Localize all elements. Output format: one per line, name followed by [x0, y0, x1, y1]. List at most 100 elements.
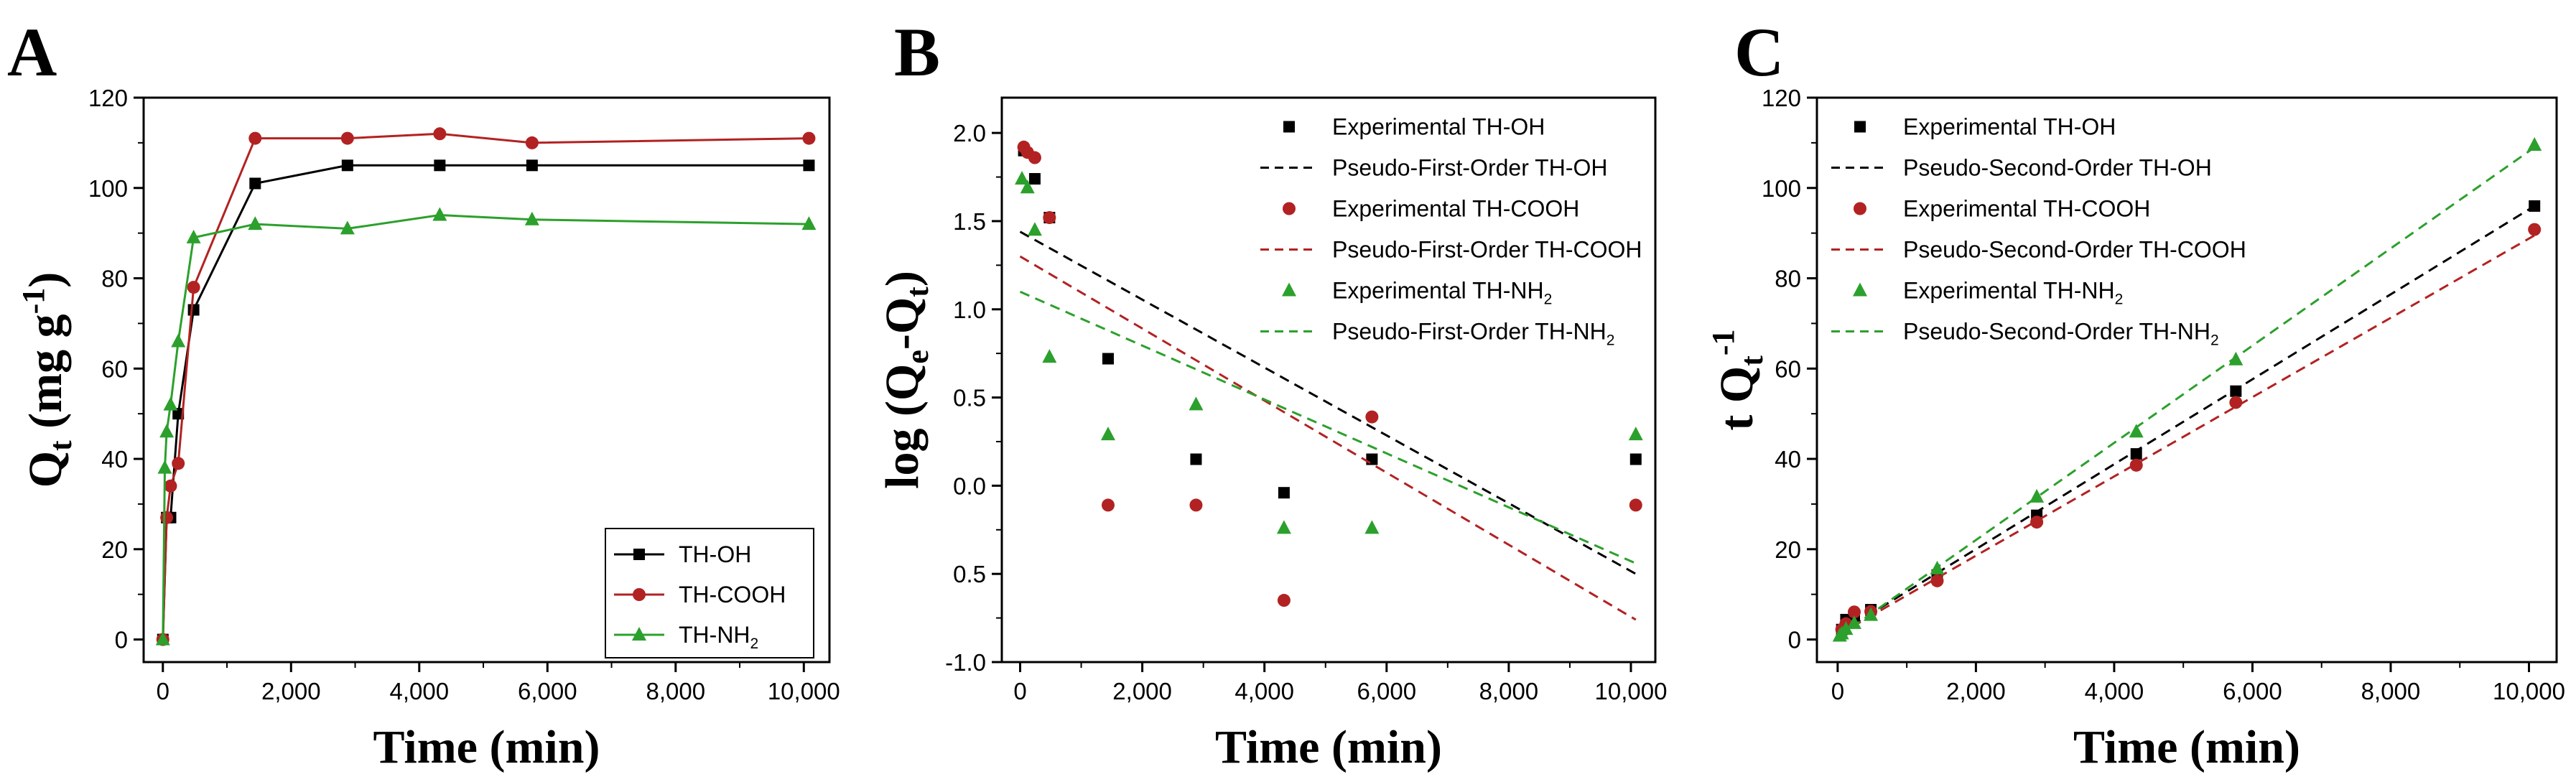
data-point	[249, 177, 261, 190]
x-tick-label: 6,000	[518, 678, 577, 704]
panel-letter: A	[7, 14, 57, 90]
plot-area	[1015, 140, 1643, 621]
y-title-sub: t	[900, 287, 935, 297]
fit-line	[1837, 205, 2535, 636]
data-point	[432, 207, 447, 221]
y-tick-label: 0	[1788, 627, 1801, 653]
data-point	[155, 631, 170, 646]
x-tick-label: 4,000	[1234, 678, 1294, 704]
plot-area	[155, 127, 817, 646]
data-point	[1028, 172, 1041, 185]
label-main: TH-OH	[679, 541, 751, 567]
x-tick-label: 6,000	[1357, 678, 1416, 704]
legend-label: Experimental TH-OH	[1903, 114, 2116, 140]
data-point	[803, 159, 815, 172]
x-tick-label: 2,000	[1946, 678, 2006, 704]
data-point	[1838, 621, 1854, 636]
axes-frame	[1815, 96, 2558, 664]
legend-item: Experimental TH-NH2	[1853, 278, 2123, 308]
x-axis-title: Time (min)	[2073, 721, 2300, 773]
legend-label: Experimental TH-COOH	[1332, 196, 1579, 222]
series-pseudo-first-order-th-oh	[1019, 231, 1637, 575]
legend-item: Pseudo-First-Order TH-NH2	[1260, 319, 1614, 349]
data-point	[164, 479, 177, 493]
legend-marker	[1283, 202, 1296, 215]
legend-marker	[1853, 282, 1867, 297]
data-point	[802, 131, 816, 145]
series-pseudo-first-order-th-nh2	[1019, 290, 1637, 564]
legend-marker	[633, 588, 646, 601]
y-axis-title: Qt (mg g-1)	[16, 272, 78, 488]
data-point	[526, 159, 538, 172]
y-title-main: Q	[19, 451, 72, 488]
y-tick-label: 1.0	[953, 297, 986, 323]
y-axis-title: t Qt-1	[1706, 329, 1770, 430]
series-pseudo-second-order-th-cooh	[1837, 234, 2535, 636]
y-tick-label: 100	[1762, 175, 1801, 202]
y-title-sub: t	[1734, 355, 1770, 366]
fit-line	[1837, 146, 2536, 638]
panel-letter: C	[1734, 14, 1784, 90]
panel-b: B 0 2,000 4,000 6,000 8,000 10,000 -1.0 0.5 0.0 0.…	[876, 14, 1667, 773]
label-main: Experimental TH-OH	[1903, 114, 2116, 140]
label-main: Experimental TH-OH	[1332, 114, 1545, 140]
data-point	[159, 424, 175, 438]
axes-frame	[142, 96, 831, 664]
data-point	[1629, 453, 1642, 465]
x-tick-label: 0	[157, 678, 169, 704]
legend-label: TH-COOH	[679, 582, 786, 608]
legend-item: Experimental TH-OH	[1854, 114, 2116, 140]
label-main: Pseudo-Second-Order TH-NH	[1903, 319, 2210, 345]
data-point	[1277, 594, 1291, 608]
x-tick-label: 6,000	[2223, 678, 2282, 704]
data-point	[1028, 151, 1041, 164]
y-tick-label: 1.5	[953, 208, 986, 235]
data-point	[2129, 424, 2144, 438]
data-point	[160, 511, 174, 524]
plot-area	[1832, 137, 2542, 642]
legend-item: Pseudo-Second-Order TH-NH2	[1831, 319, 2219, 349]
y-title-sub: t	[43, 440, 78, 451]
data-point	[1015, 170, 1030, 185]
legend-label: Experimental TH-NH2	[1332, 278, 1552, 308]
panel-c: C 0 2,000 4,000 6,000 8,000 10,000 0 20 40 60 80 100…	[1706, 14, 2565, 773]
label-main: TH-NH	[679, 622, 750, 648]
legend-label: TH-OH	[679, 541, 751, 567]
y-tick-label: 80	[101, 266, 128, 292]
label-main: Pseudo-First-Order TH-COOH	[1332, 237, 1642, 263]
legend-marker	[633, 549, 645, 560]
data-point	[2229, 396, 2243, 409]
data-point	[1846, 615, 1861, 629]
y-tick-label: 2.0	[953, 120, 986, 146]
x-tick-label: 0	[1013, 678, 1026, 704]
fit-line	[1837, 234, 2535, 636]
panel-letter: B	[894, 14, 940, 90]
legend-item: Pseudo-First-Order TH-COOH	[1260, 237, 1642, 263]
label-main: Experimental TH-NH	[1332, 278, 1544, 304]
x-tick-label: 10,000	[768, 678, 840, 704]
legend-item: Pseudo-Second-Order TH-COOH	[1831, 237, 2246, 263]
legend-item: Experimental TH-NH2	[1282, 278, 1552, 308]
y-title-mid: -Q	[876, 297, 929, 350]
data-point	[433, 127, 447, 141]
x-tick-label: 10,000	[1595, 678, 1668, 704]
legend-label: TH-NH2	[679, 622, 758, 652]
x-tick-label: 4,000	[389, 678, 449, 704]
legend-label: Pseudo-First-Order TH-OH	[1332, 155, 1607, 181]
y-title-end: )	[876, 271, 929, 287]
legend-label: Experimental TH-NH2	[1903, 278, 2123, 308]
label-main: Experimental TH-COOH	[1332, 196, 1579, 222]
x-axis-title: Time (min)	[373, 721, 600, 773]
legend-label: Pseudo-Second-Order TH-NH2	[1903, 319, 2219, 349]
data-point	[163, 396, 178, 411]
data-point	[1190, 453, 1202, 465]
x-tick-label: 8,000	[646, 678, 705, 704]
data-point	[1276, 520, 1291, 534]
series-experimental-th-nh2	[1015, 170, 1643, 534]
series-pseudo-second-order-th-oh	[1837, 205, 2535, 636]
legend-label: Pseudo-Second-Order TH-COOH	[1903, 237, 2246, 263]
x-tick-label: 2,000	[1112, 678, 1172, 704]
data-point	[2130, 448, 2142, 460]
label-subscript: 2	[1544, 292, 1553, 308]
